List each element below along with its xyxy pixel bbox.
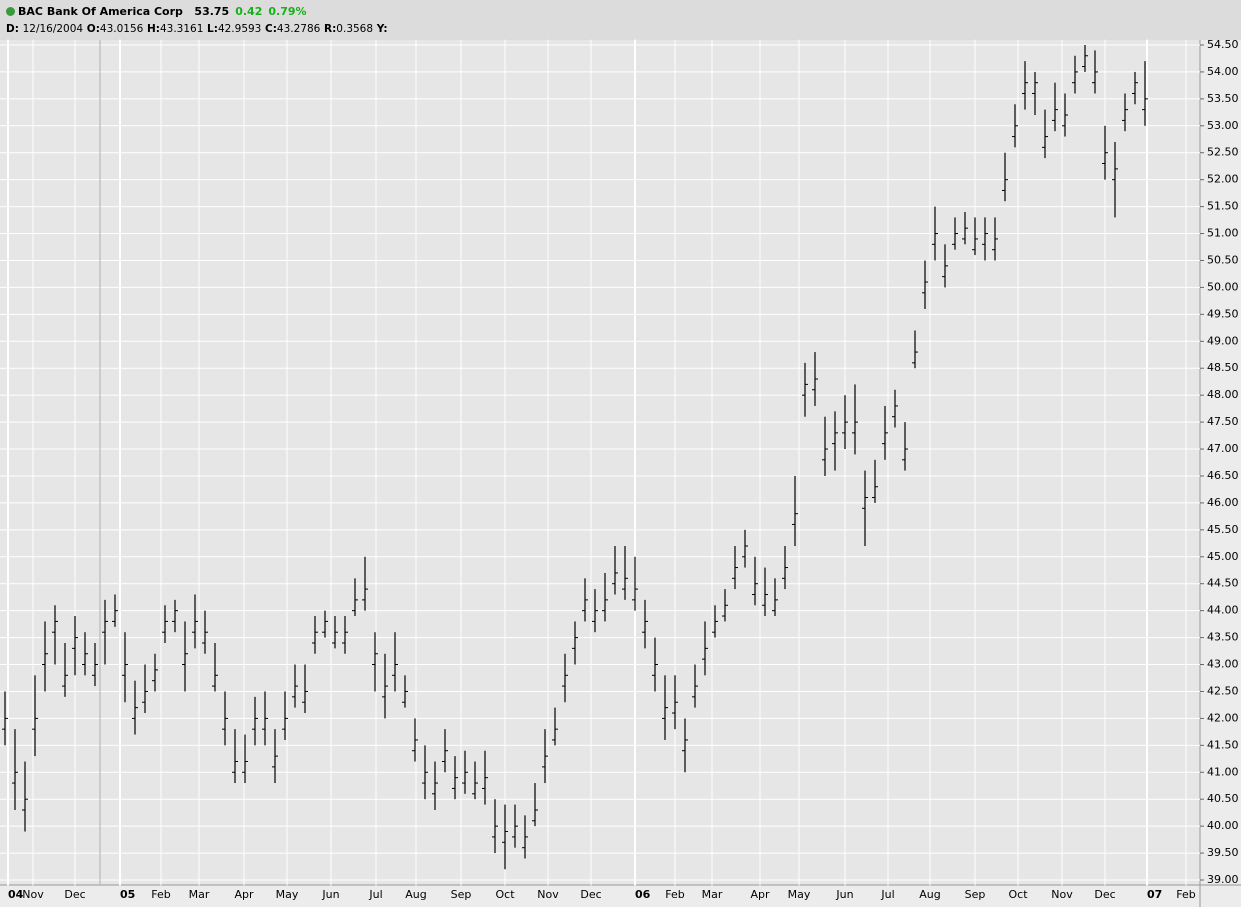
x-tick-label: Sep	[451, 888, 472, 901]
x-tick-label: Jul	[368, 888, 382, 901]
y-tick-label: 49.00	[1207, 334, 1239, 347]
y-tick-label: 44.00	[1207, 604, 1239, 617]
y-tick-label: 40.00	[1207, 819, 1239, 832]
x-tick-label: Feb	[1176, 888, 1195, 901]
last-price: 53.75	[194, 5, 230, 18]
y-tick-label: 53.00	[1207, 119, 1239, 132]
y-tick-label: 52.50	[1207, 146, 1239, 159]
low-value: 42.9593	[217, 23, 262, 35]
label: Y:	[376, 23, 388, 35]
y-tick-label: 50.00	[1207, 280, 1239, 293]
y-tick-label: 41.00	[1207, 765, 1239, 778]
y-tick-label: 42.50	[1207, 684, 1239, 697]
x-tick-label: Dec	[1094, 888, 1115, 901]
status-icon	[6, 7, 15, 16]
label: O:	[86, 23, 100, 35]
y-tick-label: 46.50	[1207, 469, 1239, 482]
label: L:	[207, 23, 218, 35]
y-tick-label: 44.50	[1207, 577, 1239, 590]
x-tick-label: Jun	[835, 888, 853, 901]
x-tick-label: Apr	[234, 888, 254, 901]
y-tick-label: 54.00	[1207, 65, 1239, 78]
x-tick-label: Feb	[665, 888, 684, 901]
x-tick-label: Sep	[965, 888, 986, 901]
x-tick-label: Feb	[151, 888, 170, 901]
y-tick-label: 39.00	[1207, 873, 1239, 886]
x-tick-label: Mar	[702, 888, 723, 901]
range-value: 0.3568	[336, 23, 374, 35]
x-tick-label: Aug	[405, 888, 426, 901]
change: 0.42	[235, 5, 263, 18]
x-tick-label: 04	[8, 888, 24, 901]
label: C:	[265, 23, 277, 35]
y-tick-label: 48.50	[1207, 361, 1239, 374]
x-tick-label: Dec	[580, 888, 601, 901]
company-name: Bank Of America Corp	[46, 5, 183, 18]
quote-line: BAC Bank Of America Corp 53.75 0.42 0.79%	[6, 5, 307, 18]
y-tick-label: 43.50	[1207, 631, 1239, 644]
x-tick-label: Dec	[64, 888, 85, 901]
header: BAC Bank Of America Corp 53.75 0.42 0.79% …	[0, 0, 1241, 40]
label: R:	[324, 23, 337, 35]
bar-info-line: D: 12/16/2004 O:43.0156 H:43.3161 L:42.9…	[6, 23, 388, 35]
x-tick-label: Nov	[1051, 888, 1073, 901]
x-tick-label: Nov	[22, 888, 44, 901]
high-value: 43.3161	[159, 23, 204, 35]
x-tick-label: 05	[120, 888, 135, 901]
y-tick-label: 48.00	[1207, 388, 1239, 401]
change-pct: 0.79%	[268, 5, 307, 18]
y-tick-label: 51.00	[1207, 227, 1239, 240]
x-tick-label: May	[788, 888, 811, 901]
y-tick-label: 51.50	[1207, 200, 1239, 213]
y-tick-label: 43.00	[1207, 658, 1239, 671]
x-tick-label: Jun	[321, 888, 339, 901]
x-tick-label: Jul	[880, 888, 894, 901]
x-tick-label: May	[276, 888, 299, 901]
y-tick-label: 42.00	[1207, 711, 1239, 724]
y-tick-label: 53.50	[1207, 92, 1239, 105]
x-tick-label: Apr	[750, 888, 770, 901]
open-value: 43.0156	[99, 23, 144, 35]
plot-background	[0, 40, 1200, 885]
x-tick-label: Nov	[537, 888, 559, 901]
y-tick-label: 49.50	[1207, 307, 1239, 320]
x-tick-label: 07	[1147, 888, 1162, 901]
date: 12/16/2004	[22, 23, 84, 35]
x-tick-label: Aug	[919, 888, 940, 901]
y-tick-label: 50.50	[1207, 253, 1239, 266]
y-tick-label: 45.50	[1207, 523, 1239, 536]
y-tick-label: 40.50	[1207, 792, 1239, 805]
y-tick-label: 46.00	[1207, 496, 1239, 509]
y-tick-label: 52.00	[1207, 173, 1239, 186]
y-tick-label: 54.50	[1207, 38, 1239, 51]
y-tick-label: 47.00	[1207, 442, 1239, 455]
y-tick-label: 39.50	[1207, 846, 1239, 859]
y-tick-label: 45.00	[1207, 550, 1239, 563]
x-tick-label: Mar	[189, 888, 210, 901]
symbol: BAC	[18, 5, 43, 18]
x-tick-label: 06	[635, 888, 651, 901]
close-value: 43.2786	[276, 23, 321, 35]
x-tick-label: Oct	[495, 888, 515, 901]
y-tick-label: 41.50	[1207, 738, 1239, 751]
label: H:	[146, 23, 160, 35]
y-tick-label: 47.50	[1207, 415, 1239, 428]
x-tick-label: Oct	[1008, 888, 1028, 901]
label: D:	[6, 23, 19, 35]
